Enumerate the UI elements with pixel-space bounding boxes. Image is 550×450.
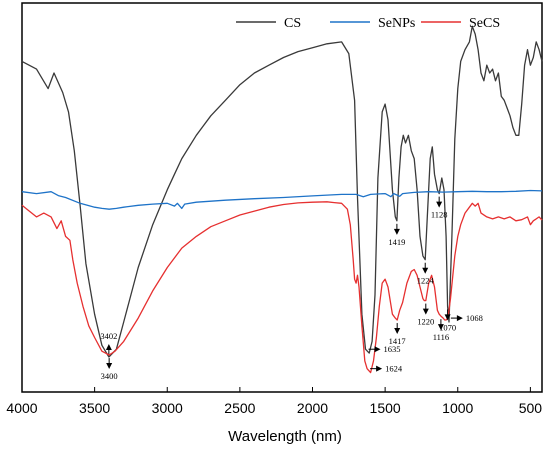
peak-annotation: 1224: [417, 262, 435, 286]
arrow-head: [394, 328, 401, 335]
legend-label: SeNPs: [378, 16, 415, 31]
arrow-head: [376, 365, 383, 372]
peak-annotation: 1624: [370, 364, 403, 374]
x-tick-label: 1500: [370, 400, 401, 416]
peak-label: 1224: [417, 276, 435, 286]
peak-annotation: 1068: [450, 313, 483, 323]
plot-frame: [21, 2, 543, 393]
arrow-head: [436, 201, 443, 208]
legend-item-cs: CS: [236, 16, 301, 31]
arrow-head: [393, 228, 400, 235]
arrow-head: [422, 267, 429, 274]
series-line-senps: [21, 189, 543, 210]
peak-annotation: 1220: [417, 303, 434, 327]
peak-label: 1068: [466, 313, 483, 323]
x-tick-label: 3500: [79, 400, 110, 416]
peak-annotation: 1635: [368, 344, 401, 354]
arrow-head: [422, 308, 429, 315]
legend-item-secs: SeCS: [421, 16, 500, 31]
x-tick-label: 3000: [152, 400, 183, 416]
peak-annotation: 1419: [388, 223, 405, 247]
series-layer: [21, 25, 543, 374]
arrow-head: [456, 315, 463, 322]
x-tick-label: 2000: [297, 400, 328, 416]
arrow-head: [374, 346, 381, 353]
peak-annotation: 1417: [389, 323, 406, 346]
x-tick-label: 2500: [224, 400, 255, 416]
series-line-cs: [21, 25, 543, 358]
peak-label: 1417: [389, 336, 406, 346]
peak-annotation: 1128: [431, 196, 448, 220]
peak-annotation: 1116: [433, 319, 449, 342]
peak-label: 3402: [100, 331, 117, 341]
legend-item-senps: SeNPs: [330, 16, 415, 31]
arrow-head: [437, 324, 444, 331]
series-line-secs: [21, 201, 543, 374]
peak-annotation: 1070: [439, 309, 456, 332]
arrow-head: [105, 343, 112, 350]
peak-label: 1635: [384, 344, 401, 354]
legend: CS SeNPs SeCS: [236, 16, 500, 31]
peak-label: 1419: [388, 237, 405, 247]
peak-label: 1128: [431, 210, 448, 220]
x-axis: 4000 3500 3000 2500 2000 1500 1000 500: [6, 387, 542, 416]
x-tick-label: 1000: [442, 400, 473, 416]
arrow-head: [444, 314, 451, 321]
peak-label: 1624: [385, 364, 403, 374]
x-axis-title: Wavelength (nm): [228, 428, 342, 445]
peak-label: 3400: [101, 371, 118, 381]
peak-annotation: 3402: [100, 331, 117, 354]
peak-label: 1070: [439, 322, 456, 332]
legend-label: SeCS: [469, 16, 500, 31]
legend-label: CS: [284, 16, 301, 31]
x-tick-label: 500: [519, 400, 543, 416]
arrow-head: [106, 363, 113, 370]
peak-label: 1220: [417, 317, 434, 327]
peak-annotation: 3400: [101, 358, 118, 381]
peak-label: 1116: [433, 332, 449, 342]
x-tick-label: 4000: [6, 400, 37, 416]
annotation-layer: 3402 1635 1419 1224 1128 1070 3400 1624 1417 1220…: [100, 196, 483, 381]
